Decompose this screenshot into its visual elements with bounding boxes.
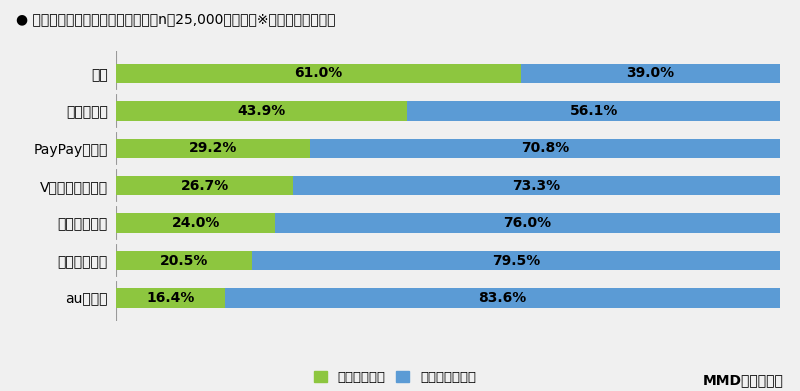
Bar: [294, 176, 780, 196]
Text: 56.1%: 56.1%: [570, 104, 618, 118]
Text: 16.4%: 16.4%: [146, 291, 194, 305]
Legend: 意識している, 意識していない: 意識している, 意識していない: [309, 366, 481, 389]
Text: 24.0%: 24.0%: [171, 216, 220, 230]
Text: 79.5%: 79.5%: [492, 254, 540, 268]
Text: MMD研究所調べ: MMD研究所調べ: [703, 373, 784, 387]
Bar: [275, 213, 780, 233]
Bar: [310, 138, 780, 158]
Text: 26.7%: 26.7%: [181, 179, 229, 193]
Text: 70.8%: 70.8%: [521, 141, 569, 155]
Text: 83.6%: 83.6%: [478, 291, 526, 305]
Text: 43.9%: 43.9%: [238, 104, 286, 118]
Bar: [116, 101, 407, 120]
Text: 39.0%: 39.0%: [626, 66, 674, 80]
Bar: [116, 64, 521, 83]
Text: 29.2%: 29.2%: [189, 141, 237, 155]
Bar: [521, 64, 780, 83]
Text: 20.5%: 20.5%: [160, 254, 208, 268]
Bar: [116, 251, 252, 271]
Bar: [225, 289, 780, 308]
Text: 76.0%: 76.0%: [504, 216, 552, 230]
Bar: [116, 213, 275, 233]
Bar: [116, 289, 225, 308]
Bar: [252, 251, 780, 271]
Text: ● ポイント経済圏に対する意識（各n＝25,000、単数）※ポイント経済圏別: ● ポイント経済圏に対する意識（各n＝25,000、単数）※ポイント経済圏別: [16, 12, 335, 26]
Text: 61.0%: 61.0%: [294, 66, 342, 80]
Text: 73.3%: 73.3%: [513, 179, 561, 193]
Bar: [116, 176, 294, 196]
Bar: [407, 101, 780, 120]
Bar: [116, 138, 310, 158]
